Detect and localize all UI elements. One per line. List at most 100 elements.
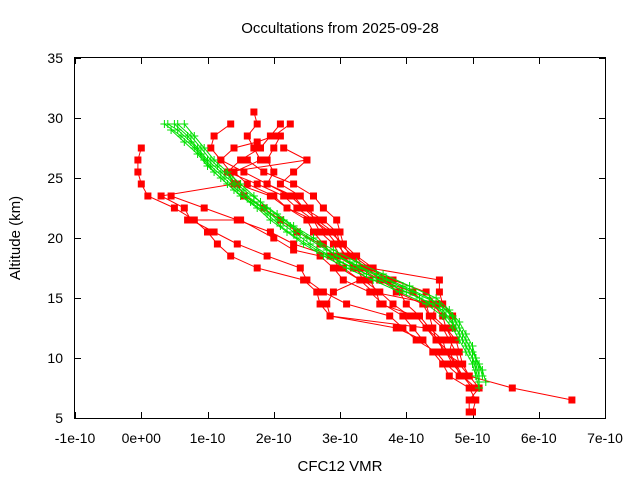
data-point [405, 282, 414, 290]
data-point [263, 180, 271, 188]
data-point [459, 372, 467, 380]
data-point [379, 270, 388, 278]
data-point [170, 204, 178, 212]
data-point [230, 186, 238, 194]
data-point [200, 204, 208, 212]
data-point [329, 264, 337, 272]
data-point [206, 156, 215, 164]
data-point [210, 132, 218, 140]
data-point [469, 408, 476, 416]
data-point [468, 354, 477, 362]
data-point [402, 300, 410, 308]
data-point [345, 258, 354, 266]
axis-ticks: -1e-10 0e+00 1e-10 2e-10 3e-10 4e-10 5e-10 6e-1… [47, 50, 623, 446]
data-point [236, 192, 245, 200]
data-point [303, 276, 311, 284]
data-point [310, 192, 317, 200]
data-point [379, 300, 387, 308]
data-point [343, 300, 351, 308]
data-point [217, 156, 225, 164]
plot-frame [74, 57, 606, 419]
data-point [406, 312, 414, 320]
data-point [243, 156, 251, 164]
data-point [316, 228, 324, 236]
data-point [416, 312, 423, 320]
data-point [319, 204, 327, 212]
data-point [290, 240, 298, 248]
data-point [399, 324, 407, 332]
data-point [356, 276, 364, 284]
data-point [425, 312, 433, 320]
data-point [343, 252, 351, 260]
data-point [445, 348, 453, 356]
x-tick-label: 6e-10 [521, 430, 557, 446]
data-point [465, 372, 473, 380]
data-point [448, 318, 457, 326]
data-point [329, 246, 338, 254]
data-point [237, 156, 245, 164]
data-point [137, 180, 145, 188]
data-point [449, 336, 457, 344]
data-point [193, 150, 202, 158]
data-point [333, 216, 341, 224]
y-tick-label: 5 [55, 410, 63, 426]
data-point [329, 288, 337, 296]
data-point [280, 144, 288, 152]
data-point [309, 234, 318, 242]
series-reference-6 [167, 126, 484, 386]
data-point [243, 132, 251, 140]
data-point [435, 276, 443, 284]
x-tick-label: 1e-10 [190, 430, 226, 446]
data-point [257, 144, 264, 152]
data-point [438, 306, 447, 314]
data-point [239, 186, 248, 194]
data-point [173, 120, 182, 128]
data-point [256, 198, 265, 206]
chart-title: Occultations from 2025-09-28 [241, 20, 439, 37]
data-point [186, 132, 195, 140]
data-point [422, 288, 430, 296]
data-point [296, 264, 304, 272]
data-point [227, 120, 235, 128]
data-point [163, 120, 172, 128]
data-point [352, 258, 361, 266]
data-point [455, 330, 464, 338]
x-tick-label: 3e-10 [322, 430, 358, 446]
data-point [270, 132, 278, 140]
x-axis-label: CFC12 VMR [297, 458, 382, 475]
data-point [303, 156, 311, 164]
x-tick-label: -1e-10 [55, 430, 96, 446]
data-point [292, 234, 301, 242]
data-point [203, 162, 212, 170]
data-point [253, 264, 261, 272]
data-point [157, 192, 165, 200]
data-point [180, 204, 188, 212]
data-point [167, 192, 175, 200]
data-point [180, 138, 189, 146]
data-point [303, 216, 311, 224]
data-point [326, 312, 334, 320]
data-point [432, 294, 441, 302]
data-point [246, 198, 255, 206]
data-point [415, 294, 424, 302]
data-point [452, 348, 460, 356]
data-point [323, 300, 331, 308]
y-tick-label: 30 [47, 110, 63, 126]
data-point [184, 216, 192, 224]
data-point [442, 360, 450, 368]
data-point [227, 252, 235, 260]
data-point [439, 348, 447, 356]
data-point [243, 180, 251, 188]
y-tick-label: 35 [47, 50, 63, 66]
data-point [250, 144, 258, 152]
data-point [319, 216, 327, 224]
data-point [568, 396, 576, 404]
data-point [253, 138, 261, 146]
data-point [167, 126, 176, 134]
data-point [290, 180, 298, 188]
data-point [276, 222, 285, 230]
y-tick-label: 10 [47, 350, 63, 366]
data-point [270, 144, 278, 152]
data-point [389, 276, 397, 284]
data-point [392, 324, 400, 332]
